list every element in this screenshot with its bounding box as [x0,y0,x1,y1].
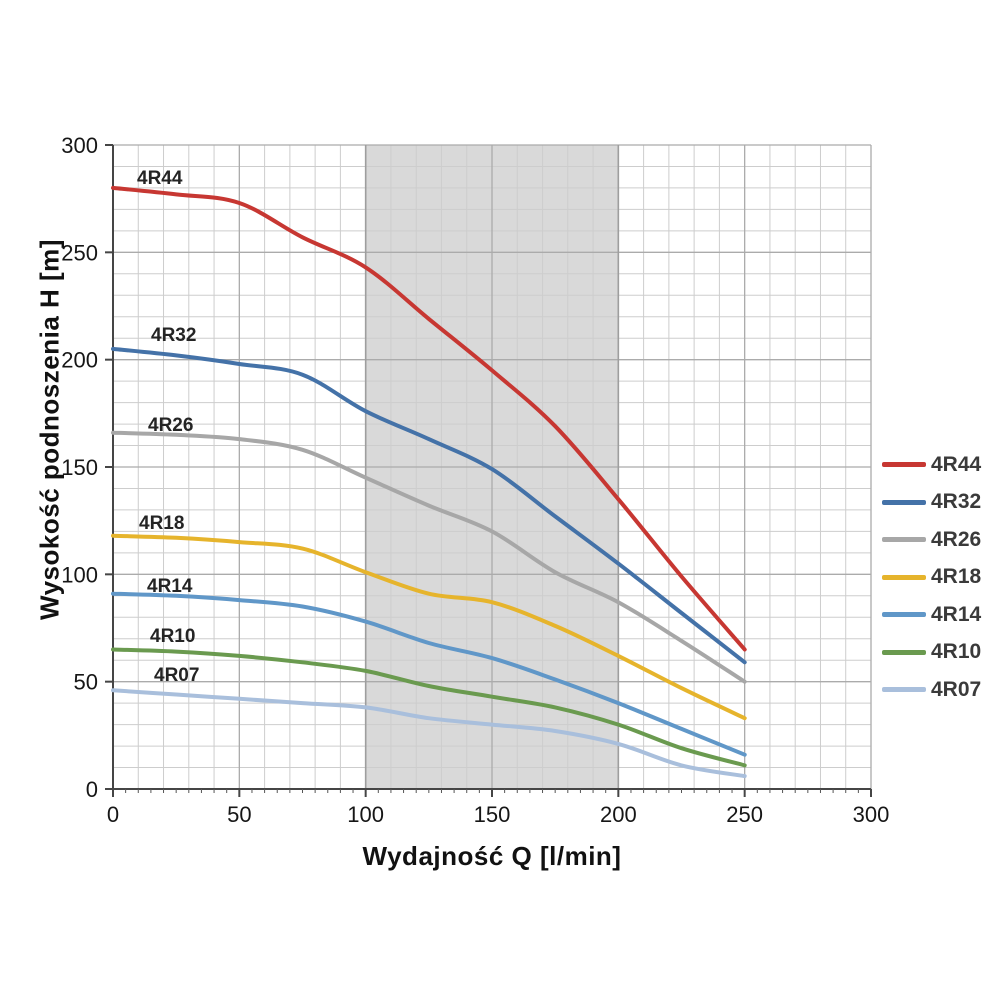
y-tick-label: 200 [61,348,98,373]
legend-swatch-4R32 [882,499,926,505]
legend-label-4R26: 4R26 [931,527,982,551]
legend-swatch-4R26 [882,537,926,543]
legend-item-4R32: 4R32 [882,484,997,522]
legend-label-4R14: 4R14 [931,602,982,626]
legend-label-4R07: 4R07 [931,677,982,701]
y-axis-title: Wysokość podnoszenia H [m] [34,239,65,620]
x-tick-label: 0 [107,802,119,827]
x-tick-label: 150 [474,802,511,827]
legend-label-4R44: 4R44 [931,452,982,476]
legend-item-4R26: 4R26 [882,521,997,559]
y-tick-label: 0 [86,777,98,802]
y-tick-label: 100 [61,562,98,587]
curve-label-4R18: 4R18 [139,513,184,534]
curve-label-4R44: 4R44 [137,168,183,189]
curve-4R10 [111,647,747,768]
x-tick-label: 250 [726,802,763,827]
legend-swatch-4R44 [882,462,926,468]
curve-4R18 [111,533,747,721]
curve-label-4R26: 4R26 [148,415,193,436]
legend-label-4R10: 4R10 [931,640,982,664]
chart-legend: 4R44 4R32 4R26 4R18 4R14 4R10 4R07 [882,446,997,709]
x-tick-label: 200 [600,802,637,827]
x-tick-label: 100 [347,802,384,827]
legend-item-4R44: 4R44 [882,446,997,484]
curve-label-4R32: 4R32 [151,325,196,346]
legend-swatch-4R10 [882,649,926,655]
legend-swatch-4R14 [882,612,926,618]
curve-4R44 [111,185,747,652]
y-tick-label: 50 [74,670,98,695]
curve-4R26 [111,430,747,684]
x-tick-label: 50 [227,802,251,827]
legend-item-4R18: 4R18 [882,559,997,597]
x-tick-label: 300 [853,802,890,827]
legend-swatch-4R07 [882,687,926,693]
x-axis-title: Wydajność Q [l/min] [362,841,622,871]
legend-label-4R18: 4R18 [931,565,982,589]
curve-label-4R07: 4R07 [154,665,199,686]
curve-label-4R10: 4R10 [150,626,195,647]
y-tick-label: 250 [61,240,98,265]
curve-4R32 [111,346,747,665]
legend-item-4R10: 4R10 [882,634,997,672]
y-tick-label: 300 [61,133,98,158]
legend-label-4R32: 4R32 [931,490,982,514]
curve-label-4R14: 4R14 [147,576,193,597]
curve-4R14 [111,591,747,757]
y-tick-label: 150 [61,455,98,480]
legend-swatch-4R18 [882,574,926,580]
curve-4R07 [111,688,747,779]
legend-item-4R07: 4R07 [882,671,997,709]
legend-item-4R14: 4R14 [882,596,997,634]
